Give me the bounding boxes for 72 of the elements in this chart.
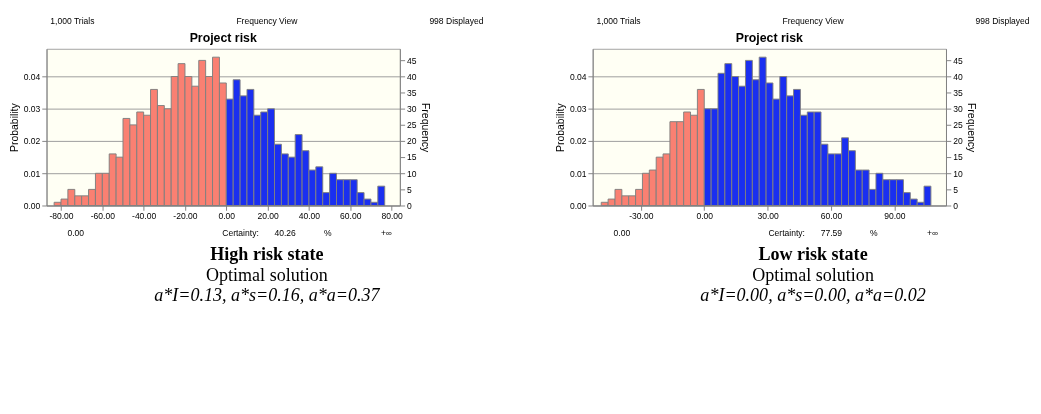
x-tick-label: 30.00 (757, 211, 780, 222)
y2-tick-label: 5 (407, 184, 412, 195)
y2-tick-label: 15 (953, 152, 963, 163)
text: Frequency View (236, 16, 299, 27)
y2-tick-label: 0 (953, 200, 959, 211)
y2-tick-label: 30 (407, 104, 417, 115)
text: +∞ (380, 227, 392, 238)
y2-tick-label: 30 (953, 104, 963, 115)
text: Certainty: (768, 227, 805, 238)
y2-axis-title: Frequency (420, 102, 432, 154)
text: High risk state (210, 243, 324, 264)
y-tick-label: 0.00 (569, 200, 587, 211)
text: % (870, 227, 879, 238)
x-tick-label: 40.00 (298, 211, 321, 222)
y-tick-label: 0.04 (569, 71, 587, 82)
text: Low risk state (758, 243, 868, 264)
text: Optimal solution (206, 264, 328, 285)
y-tick-label: 0.01 (569, 168, 587, 179)
x-tick-label: 0.00 (696, 211, 714, 222)
y2-tick-label: 5 (953, 184, 959, 195)
y2-tick-label: 40 (953, 71, 963, 82)
x-tick-label: -20.00 (173, 211, 198, 222)
text: a*I=0.13, a*s=0.16, a*a=0.37 (154, 285, 381, 306)
x-tick-label: -40.00 (132, 211, 157, 222)
text: 40.26 (274, 227, 297, 238)
y2-tick-label: 45 (953, 55, 963, 66)
y2-tick-label: 35 (953, 87, 963, 98)
text: +∞ (927, 227, 939, 238)
y2-tick-label: 35 (407, 87, 417, 98)
y-axis-title: Probability (9, 102, 21, 152)
x-tick-label: 0.00 (218, 211, 236, 222)
text: 998 Displayed (975, 16, 1030, 27)
chart-title: Project risk (735, 31, 804, 46)
y-axis-title: Probability (555, 102, 567, 152)
y-tick-label: 0.04 (23, 71, 41, 82)
x-tick-label: -60.00 (90, 211, 116, 222)
text: 77.59 (820, 227, 843, 238)
y-tick-label: 0.02 (569, 136, 587, 147)
y2-tick-label: 10 (407, 168, 417, 179)
x-tick-label: 90.00 (884, 211, 906, 222)
text: Optimal solution (752, 264, 874, 285)
text: 0.00 (67, 227, 85, 238)
y2-axis-title: Frequency (966, 102, 978, 154)
y2-tick-label: 20 (407, 136, 417, 147)
y2-tick-label: 45 (407, 55, 417, 66)
x-tick-label: -80.00 (49, 211, 74, 222)
y-tick-label: 0.03 (569, 104, 587, 115)
y-tick-label: 0.03 (23, 104, 41, 115)
x-tick-label: 60.00 (340, 211, 362, 222)
text: 0.00 (613, 227, 631, 238)
text: a*I=0.00, a*s=0.00, a*a=0.02 (700, 285, 926, 306)
y2-tick-label: 40 (407, 71, 417, 82)
y-tick-label: 0.01 (23, 168, 41, 179)
text: 1,000 Trials (596, 16, 641, 27)
text: Certainty: (222, 227, 259, 238)
x-tick-label: 20.00 (257, 211, 280, 222)
text: % (323, 227, 332, 238)
y2-tick-label: 20 (953, 136, 963, 147)
y-tick-label: 0.02 (23, 136, 41, 147)
chart-title: Project risk (189, 31, 257, 46)
x-tick-label: 80.00 (381, 211, 404, 222)
y2-tick-label: 15 (407, 152, 417, 163)
text: 998 Displayed (429, 16, 484, 27)
y2-tick-label: 25 (407, 120, 417, 131)
text: 1,000 Trials (50, 16, 95, 27)
y2-tick-label: 25 (953, 120, 963, 131)
y2-tick-label: 10 (953, 168, 963, 179)
y-tick-label: 0.00 (23, 200, 41, 211)
x-tick-label: 60.00 (820, 211, 843, 222)
x-tick-label: -30.00 (629, 211, 654, 222)
y2-tick-label: 0 (407, 200, 412, 211)
text: Frequency View (782, 16, 845, 27)
